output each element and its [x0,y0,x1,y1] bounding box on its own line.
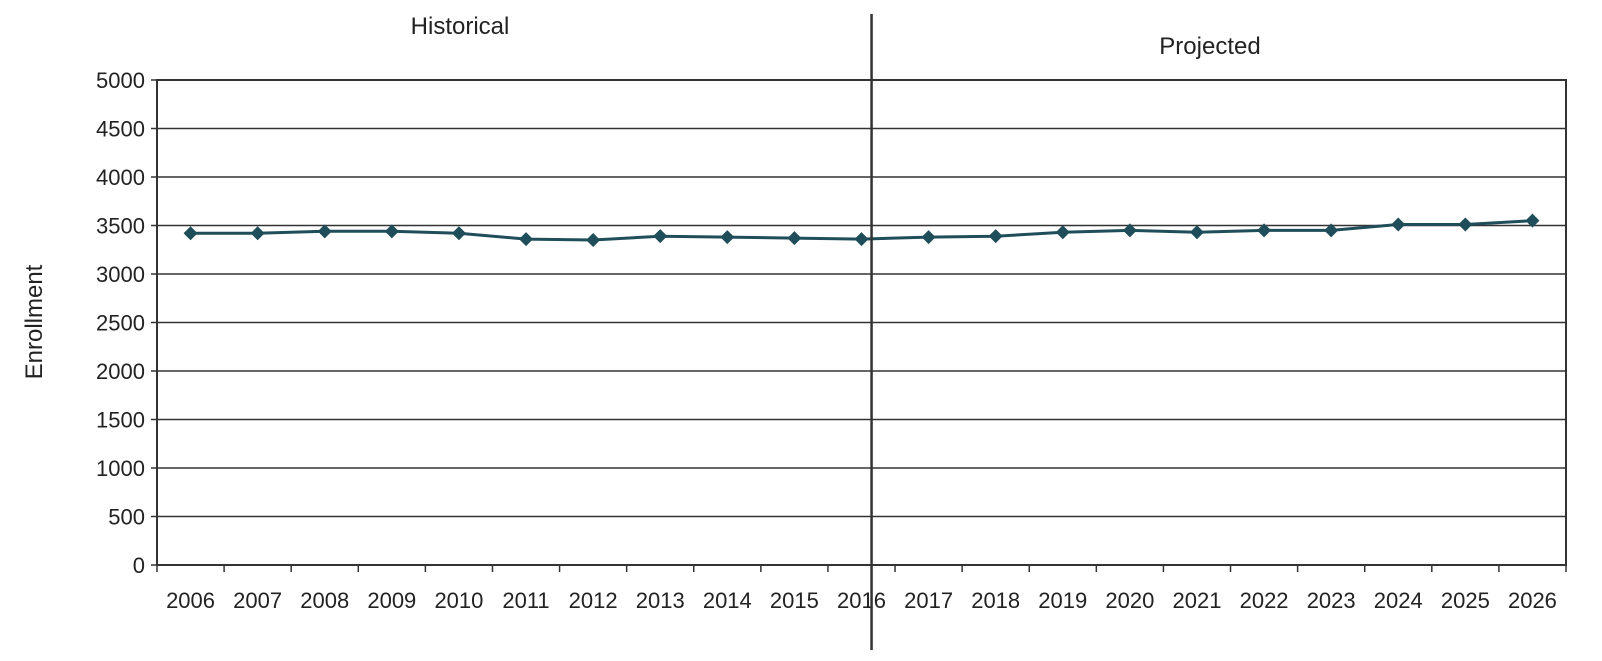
x-tick-label: 2022 [1240,588,1289,613]
y-tick-label: 5000 [96,68,145,93]
x-tick-label: 2023 [1307,588,1356,613]
series-markers [183,213,1540,248]
x-tick-label: 2019 [1038,588,1087,613]
x-tick-label: 2012 [569,588,618,613]
data-point-marker [519,232,534,247]
data-point-marker [787,231,802,246]
data-point-marker [720,230,735,245]
y-tick-label: 4000 [96,165,145,190]
gridlines [151,79,1567,572]
y-tick-label: 0 [133,553,145,578]
y-axis-title: Enrollment [21,264,48,379]
x-tick-label: 2010 [434,588,483,613]
y-tick-label: 500 [108,505,145,530]
x-tick-label: 2017 [904,588,953,613]
data-point-marker [250,226,265,241]
y-tick-label: 2500 [96,311,145,336]
data-point-marker [451,226,466,241]
data-point-marker [317,224,332,239]
y-tick-label: 1000 [96,456,145,481]
data-point-marker [1189,225,1204,240]
data-point-marker [1122,223,1137,238]
x-tick-label: 2008 [300,588,349,613]
y-tick-label: 2000 [96,359,145,384]
data-point-marker [921,230,936,245]
x-axis-tick-labels: 2006 2007 2008 2009 2010 2011 2012 2013 2014 2015… [166,588,1557,613]
data-point-marker [1055,225,1070,240]
x-tick-label: 2009 [367,588,416,613]
x-tick-label: 2021 [1172,588,1221,613]
data-point-marker [384,224,399,239]
data-point-marker [586,233,601,248]
data-point-marker [1257,223,1272,238]
data-point-marker [183,226,198,241]
x-tick-label: 2026 [1508,588,1557,613]
data-point-marker [1324,223,1339,238]
projected-label: Projected [1159,33,1260,60]
x-tick-label: 2014 [703,588,752,613]
x-tick-label: 2007 [233,588,282,613]
data-point-marker [988,229,1003,244]
x-tick-label: 2013 [636,588,685,613]
x-tick-label: 2025 [1441,588,1490,613]
x-tick-label: 2024 [1374,588,1423,613]
y-tick-label: 4500 [96,117,145,142]
data-point-marker [854,232,869,247]
y-tick-label: 1500 [96,408,145,433]
x-tick-label: 2006 [166,588,215,613]
x-tick-label: 2015 [770,588,819,613]
y-axis-tick-labels: 0 500 1000 1500 2000 2500 3000 3500 4000 4500 5000 [96,68,145,578]
y-tick-label: 3000 [96,262,145,287]
historical-label: Historical [411,13,510,40]
x-tick-label: 2020 [1105,588,1154,613]
data-point-marker [1391,217,1406,232]
x-tick-label: 2018 [971,588,1020,613]
data-point-marker [1458,217,1473,232]
data-point-marker [1525,213,1540,228]
x-tick-label: 2011 [502,588,549,613]
data-point-marker [653,229,668,244]
x-tick-label: 2016 [837,588,886,613]
y-tick-label: 3500 [96,214,145,239]
